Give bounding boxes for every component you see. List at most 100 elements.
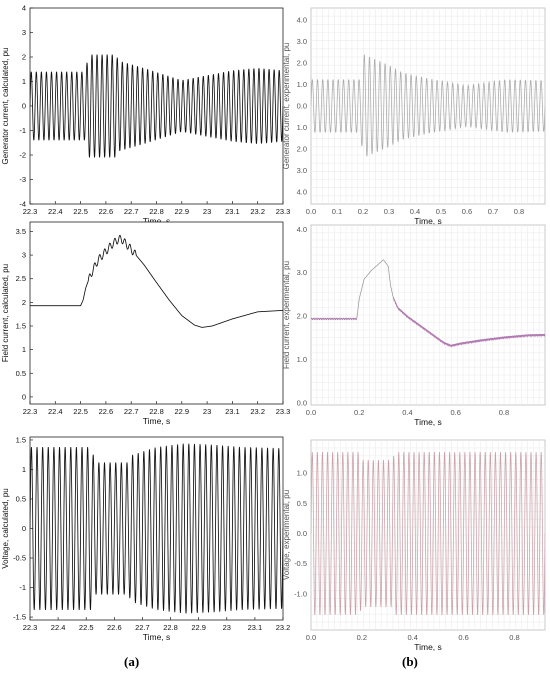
chart-gen-calc: 22.3 22.4 22.5 22.6 22.7 22.8 22.9 23 23.1 23.2 23… — [1, 4, 290, 227]
x-tick-label: 0.6 — [462, 207, 472, 216]
y-tick-label: 2.0 — [297, 59, 307, 68]
y-tick-label: 3.0 — [297, 268, 307, 277]
x-axis-label: Time, s — [414, 417, 442, 427]
y-tick-label: 1.0 — [297, 123, 307, 132]
y-axis-label: Generator current, calculated, pu — [1, 48, 10, 165]
chart-volt-calc: 22.3 22.4 22.5 22.6 22.7 22.8 22.9 23 23.1 23.2 -1… — [1, 435, 290, 642]
y-axis-label: Voltage, experimental, pu — [282, 490, 291, 580]
x-tick-label: 22.5 — [73, 207, 88, 216]
y-tick-label: -1 — [19, 126, 26, 135]
x-tick-label: 0.2 — [354, 408, 364, 417]
x-tick-label: 22.8 — [149, 207, 164, 216]
chart-field-calc: 22.3 22.4 22.5 22.6 22.7 22.8 22.9 23 23.1 23.2 23… — [1, 221, 291, 426]
x-tick-label: 22.6 — [99, 207, 114, 216]
x-tick-label: 0.0 — [306, 207, 316, 216]
series-line — [30, 443, 283, 614]
x-tick-label: 0.6 — [451, 408, 461, 417]
x-axis-label: Time, s — [414, 642, 442, 652]
x-tick-label: 23.1 — [225, 407, 240, 416]
chart-volt-exp: 0.0 0.2 0.4 0.6 0.8 -1.0 -0.5 0.0 0.5 1.0 Time, s V… — [282, 439, 546, 652]
y-tick-label: 0.5 — [16, 369, 26, 378]
caption-b: (b) — [402, 654, 418, 669]
x-tick-label: 22.4 — [48, 407, 63, 416]
x-tick-label: 0.6 — [458, 633, 468, 642]
y-axis-label: Field current, experimental, pu — [282, 261, 291, 369]
x-tick-label: 22.7 — [124, 207, 139, 216]
y-tick-label: 2 — [22, 298, 26, 307]
x-tick-label: 22.3 — [23, 407, 38, 416]
x-tick-label: 22.5 — [73, 407, 88, 416]
y-tick-label: 1.0 — [297, 469, 307, 478]
y-tick-label: 1.5 — [16, 322, 26, 331]
x-tick-label: 23.2 — [276, 623, 291, 632]
x-tick-label: 22.7 — [124, 407, 139, 416]
y-tick-label: 0.0 — [297, 529, 307, 538]
y-tick-label: 3 — [22, 28, 26, 37]
y-tick-label: -0.5 — [294, 559, 307, 568]
y-tick-label: 2.0 — [297, 312, 307, 321]
y-tick-label: 0.5 — [297, 499, 307, 508]
y-tick-label: 0 — [22, 102, 26, 111]
overlay-trace — [393, 297, 545, 348]
x-tick-label: 0.2 — [357, 633, 367, 642]
x-tick-label: 22.9 — [174, 207, 189, 216]
y-tick-label: 4.0 — [297, 225, 307, 234]
y-tick-label: 1 — [22, 77, 26, 86]
y-tick-label: 1 — [22, 345, 26, 354]
x-tick-label: 22.9 — [174, 407, 189, 416]
y-tick-label: 1 — [22, 465, 26, 474]
x-tick-label: 0.5 — [436, 207, 446, 216]
x-axis-label: Time, s — [143, 416, 171, 426]
x-axis-label: Time, s — [414, 216, 442, 226]
caption-a: (a) — [124, 654, 140, 669]
x-tick-label: 23.1 — [225, 207, 240, 216]
y-tick-label: -3 — [19, 175, 26, 184]
x-tick-label: 0.7 — [488, 207, 498, 216]
y-tick-label: -1 — [19, 583, 26, 592]
series-line — [311, 452, 545, 615]
y-tick-label: 0.0 — [297, 398, 307, 407]
x-tick-label: 0.0 — [306, 633, 316, 642]
y-tick-label: 1.0 — [297, 355, 307, 364]
x-tick-label: 23.3 — [276, 207, 291, 216]
chart-gen-exp: 0.0 0.1 0.2 0.3 0.4 0.5 0.6 0.7 0.8 4.0 3.0 2.0 1.0 0… — [282, 7, 546, 226]
x-tick-label: 0.8 — [509, 633, 519, 642]
series-line — [30, 54, 283, 158]
x-tick-label: 0.4 — [408, 633, 418, 642]
x-tick-label: 22.3 — [23, 207, 38, 216]
x-tick-label: 0.4 — [410, 207, 420, 216]
y-tick-label: -1.5 — [13, 613, 26, 622]
y-tick-label: 0 — [22, 392, 26, 401]
y-tick-label: 3.0 — [297, 37, 307, 46]
x-tick-label: 23.2 — [250, 207, 265, 216]
y-tick-label: -1.0 — [294, 589, 307, 598]
series-line — [30, 234, 283, 328]
y-tick-label: 0 — [22, 524, 26, 533]
y-tick-label: -0.5 — [13, 554, 26, 563]
y-tick-label: 2 — [22, 53, 26, 62]
x-tick-label: 0.3 — [384, 207, 394, 216]
x-tick-label: 0.0 — [306, 408, 316, 417]
x-tick-label: 23 — [203, 207, 211, 216]
y-tick-label: -2 — [19, 151, 26, 160]
y-tick-label: 0.5 — [16, 494, 26, 503]
x-tick-label: 23.3 — [276, 407, 291, 416]
x-tick-label: 22.5 — [79, 623, 94, 632]
y-tick-label: 3.5 — [16, 227, 26, 236]
x-tick-label: 22.7 — [135, 623, 150, 632]
y-axis-label: Generator current, experimental, pu — [282, 43, 291, 170]
y-axis-label: Voltage, calculated, pu — [1, 488, 10, 569]
y-tick-label: 4.0 — [297, 16, 307, 25]
y-tick-label: 1.0 — [297, 80, 307, 89]
x-tick-label: 0.1 — [332, 207, 342, 216]
y-tick-label: 2.5 — [16, 274, 26, 283]
x-axis-label: Time, s — [143, 632, 171, 642]
y-tick-label: 1.5 — [16, 435, 26, 444]
overlay-trace — [311, 318, 358, 321]
x-tick-label: 22.6 — [107, 623, 122, 632]
x-tick-label: 22.8 — [149, 407, 164, 416]
y-tick-label: 4 — [22, 4, 26, 13]
x-tick-label: 0.8 — [499, 408, 509, 417]
y-tick-label: 4.0 — [297, 188, 307, 197]
